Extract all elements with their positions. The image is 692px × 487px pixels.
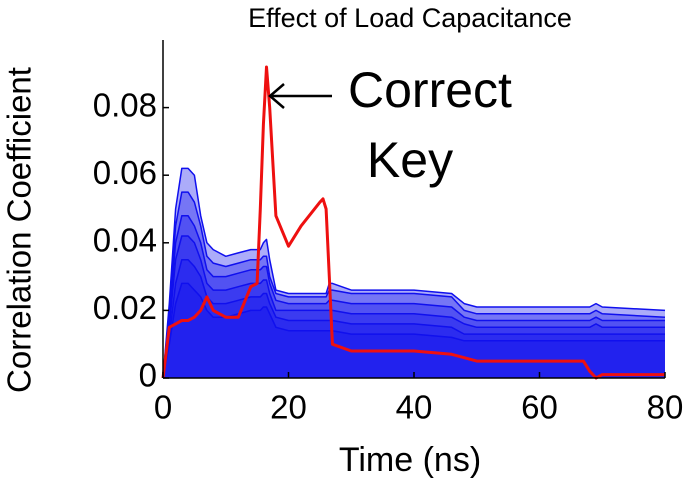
series-area: [163, 259, 665, 378]
series-line: [162, 191, 666, 379]
series-line: [162, 215, 665, 379]
y-tick-label: 0: [139, 357, 157, 394]
series-area: [163, 215, 665, 378]
annotation: Key: [367, 132, 453, 188]
series-line: [162, 167, 666, 379]
y-axis-label: Correlation Coefficient: [1, 67, 38, 393]
x-tick-label: 60: [521, 389, 558, 426]
series-line: [162, 282, 665, 379]
x-tick-label: 40: [396, 389, 433, 426]
x-axis-label: Time (ns): [339, 441, 481, 479]
series-line: [162, 258, 665, 379]
series-area: [163, 236, 665, 378]
x-tick-label: 20: [270, 389, 307, 426]
series-area: [163, 283, 665, 378]
series-line: [162, 235, 665, 379]
y-tick-label: 0.02: [93, 289, 157, 326]
annotation: Correct: [348, 62, 512, 118]
series-area: [163, 192, 665, 378]
annotation-arrowhead: [268, 83, 285, 109]
series-line: [161, 65, 665, 380]
x-tick-label: 80: [647, 389, 684, 426]
y-tick-label: 0.08: [93, 86, 157, 123]
chart-title: Effect of Load Capacitance: [248, 3, 572, 33]
x-tick-label: 0: [154, 389, 172, 426]
y-tick-label: 0.06: [93, 154, 157, 191]
y-tick-label: 0.04: [93, 222, 157, 259]
series-area: [163, 168, 665, 378]
